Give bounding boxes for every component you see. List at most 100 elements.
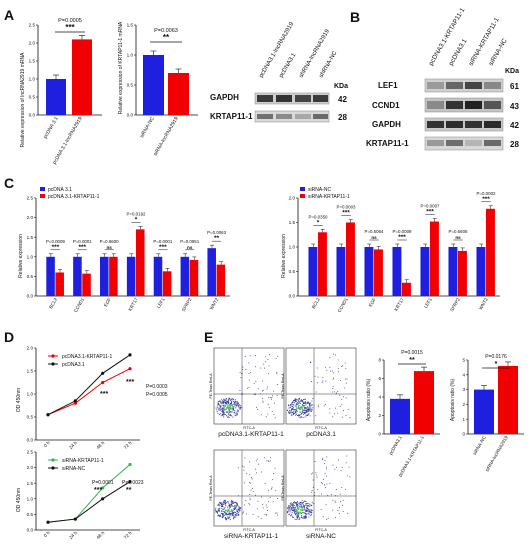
e2-tick-3: 3 <box>462 387 465 392</box>
c1-tick-4: 2.0 <box>27 215 34 220</box>
c2-ylabel: Relative expression <box>281 234 287 278</box>
c2-sig-5: ns <box>455 235 461 240</box>
d1-point-0-2 <box>101 380 105 385</box>
c2-sig-1: *** <box>342 210 350 217</box>
c1-cat-5: SFRP2 <box>181 297 193 313</box>
d1-tick-0: 0.0 <box>27 438 34 443</box>
e2-tick-5: 5 <box>462 358 465 363</box>
d2-tick-2: 1.0 <box>27 496 34 501</box>
flow-plot-pcdna31-krtap11-1: pcDNA3.1-KRTAP11-1 FITC-A PE-Texas Red-A <box>209 347 285 438</box>
c1-pvalue-5: P=0.0951 <box>180 239 199 244</box>
b-blot-row-2-kda: 42 <box>510 121 519 130</box>
c2-pvalue-6: P=0.0002 <box>477 191 496 196</box>
a2-tick-0: 0.0 <box>127 113 134 118</box>
panel-label-d: D <box>4 329 14 345</box>
a1-ylabel: Relative expression of lncRNA2919 mRNA <box>20 52 26 147</box>
d2-point-0-2 <box>101 486 105 490</box>
c1-pvalue-2: P=0.9600 <box>100 239 119 244</box>
flow-yaxis-1: PE-Texas Red-A <box>281 373 285 399</box>
d1-point-1-1 <box>73 399 77 403</box>
b-blot-row-3-label: KRTAP11-1 <box>366 139 409 148</box>
a2-tick-3: 1.5 <box>127 23 134 28</box>
a1-pvalue: P=0.0005 <box>58 18 82 24</box>
d2-point-0-3 <box>128 462 132 467</box>
a1-bar-pcdna31-lncrna2919 <box>72 39 92 115</box>
panel-label-a: A <box>4 7 14 23</box>
d1-line-0 <box>47 368 131 416</box>
d2-point-1-3 <box>128 480 132 484</box>
c2-bar-lef1-1 <box>430 221 439 296</box>
a2-ylabel: Relative expression of KRTAP11-1 mRNA <box>118 21 124 114</box>
d2-ylabel: OD 450nm <box>16 488 22 512</box>
flow-frame-1 <box>285 347 357 425</box>
e1-pvalue: P=0.0015 <box>401 350 423 356</box>
d1-pvalue-1: P=0.0005 <box>146 392 168 398</box>
c1-cat-4: LEF1 <box>156 297 166 309</box>
b-blot-kda-label: KDa <box>505 68 519 75</box>
e1-bar-pcdna31-krtap11-1 <box>414 371 434 434</box>
flow-yaxis-2: PE-Texas Red-A <box>209 475 213 501</box>
chart-d-bottom: siRNA-KRTAP11-1 siRNA-NC OD 450nm 0.0 0.5… <box>16 450 144 540</box>
d1-xtick-2: 48 h <box>96 440 106 450</box>
e2-ylabel: Apoptosis ratio (%) <box>450 379 456 422</box>
e2-tick-4: 4 <box>462 372 465 377</box>
d2-xtick-3: 72 h <box>123 530 133 540</box>
a2-bar-sirna-nc <box>143 55 164 115</box>
c2-bar-krt17-1 <box>402 282 411 296</box>
d2-legend-0: siRNA-KRTAP11-1 <box>62 458 104 464</box>
b-blot-row-2-label: GAPDH <box>372 120 401 129</box>
e1-cat-1: pcDNA3.1-KRTAP11-1 <box>397 435 425 478</box>
flow-frame-3 <box>285 449 357 527</box>
d2-tick-3: 1.5 <box>27 481 34 486</box>
c2-cat-1: CCND1 <box>337 297 349 314</box>
flow-cytometry-grid: pcDNA3.1-KRTAP11-1 FITC-APE-Texas Red-A … <box>209 347 357 540</box>
c1-pvalue-1: P=0.0001 <box>73 239 92 244</box>
c1-tick-5: 2.5 <box>27 196 34 201</box>
a-blot-col-0: pcDNA3.1-lncRNA2919 <box>259 21 296 79</box>
flow-title-3: siRNA-NC <box>306 533 336 540</box>
c2-sig-2: ns <box>371 235 377 240</box>
c1-sig-3: * <box>135 216 138 223</box>
flow-yaxis-3: PE-Texas Red-A <box>281 475 285 501</box>
chart-c-left: pcDNA 3.1 pcDNA 3.1-KRTAP11-1 Relative e… <box>18 187 230 313</box>
e2-bar-sirna-nc <box>474 389 494 434</box>
c2-bar-bcl2-1 <box>318 232 327 296</box>
c2-cat-2: EGF <box>368 297 377 308</box>
b-blot-row-0-kda: 61 <box>510 82 519 91</box>
b-blot-col-0: pcDNA3.1-KRTAP11-1 <box>428 7 467 67</box>
c2-tick-2: 1.0 <box>289 245 296 250</box>
c1-bar-ccnd1-0 <box>73 256 82 296</box>
d1-point-1-0 <box>46 413 50 417</box>
e1-cat-0: pcDNA3.1 <box>388 435 403 456</box>
flow-title-2: siRNA-KRTAP11-1 <box>224 533 279 540</box>
d2-point-1-0 <box>46 520 50 524</box>
c1-sig-4: *** <box>159 244 167 251</box>
c2-bar-sfrp2-1 <box>458 250 467 296</box>
a1-tick-2: 1.0 <box>29 77 36 82</box>
flow-xaxis-3: FITC-A <box>315 528 327 532</box>
a1-stars: *** <box>65 23 75 32</box>
c1-pvalue-0: P=0.0009 <box>46 239 65 244</box>
c1-bar-wnt2-1 <box>216 264 226 296</box>
b-blot-col-1: pcDNA3.1 <box>448 38 469 67</box>
a-blot-row-1-label: KRTAP11-1 <box>210 112 253 121</box>
e1-tick-1: 2 <box>378 413 381 418</box>
d2-line-1 <box>47 481 131 523</box>
c1-tick-3: 1.5 <box>27 235 34 240</box>
e2-stars: * <box>495 361 498 368</box>
e1-tick-2: 4 <box>378 395 381 400</box>
a-blot-row-0-label: GAPDH <box>210 93 239 102</box>
c2-bar-ccnd1-1 <box>346 222 355 296</box>
chart-a1: Relative expression of lncRNA2919 mRNA 0… <box>20 18 102 165</box>
d1-tick-4: 2.0 <box>27 346 34 351</box>
chart-e-bar2: Apoptosis ratio (%) 0 1 2 3 4 5 P=0.0176 * si… <box>450 354 524 472</box>
flow-dots-1 <box>286 353 351 419</box>
western-blot-a: pcDNA3.1-lncRNA2919 pcDNA3.1 shRNA-lncRN… <box>210 21 348 123</box>
b-blot-col-3: siRNA-NC <box>488 37 509 67</box>
flow-title-1: pcDNA3.1 <box>306 431 336 438</box>
c1-pvalue-4: P=0.0001 <box>153 239 172 244</box>
c1-cat-6: WNT2 <box>209 297 220 311</box>
c2-bar-wnt2-0 <box>476 247 486 296</box>
d1-xtick-3: 72 h <box>123 440 133 450</box>
chart-c-right: siRNA-NC siRNA-KRTAP11-1 Relative expres… <box>281 187 500 313</box>
